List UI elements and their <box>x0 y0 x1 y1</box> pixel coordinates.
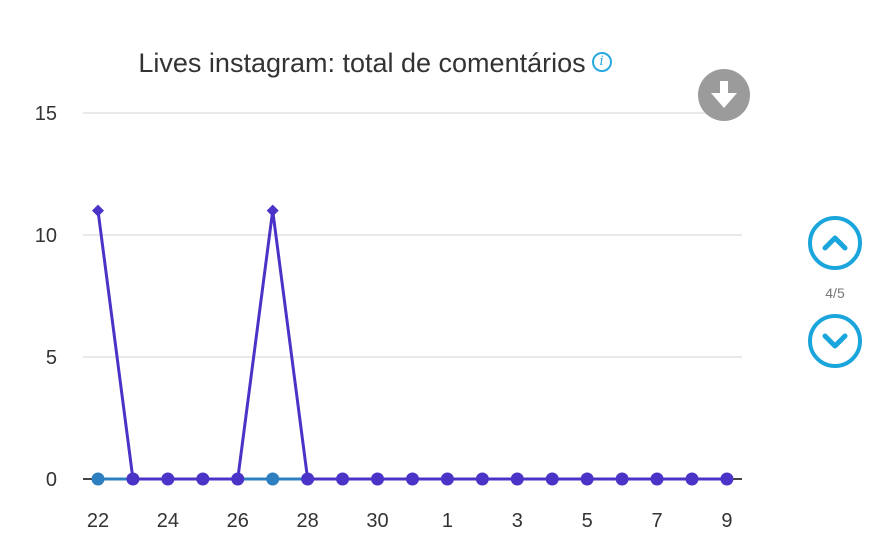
data-point-main <box>301 472 315 486</box>
y-tick-label: 15 <box>35 103 57 125</box>
data-point-main <box>161 472 175 486</box>
data-point-main <box>545 472 559 486</box>
data-point-main <box>371 472 385 486</box>
data-point-secondary <box>91 472 105 486</box>
y-tick-label: 10 <box>35 225 57 247</box>
info-icon[interactable]: i <box>591 52 612 72</box>
chart-title-container: Lives instagram: total de comentários i <box>0 48 750 79</box>
data-point-main <box>126 472 140 486</box>
data-point-main <box>580 472 594 486</box>
chart-title: Lives instagram: total de comentários <box>138 48 586 78</box>
series-line-main <box>96 209 727 481</box>
next-page-button[interactable] <box>807 313 863 369</box>
data-point-main <box>440 472 454 486</box>
data-point-main <box>336 472 350 486</box>
x-tick-label: 30 <box>366 510 388 532</box>
x-tick-label: 5 <box>582 510 593 532</box>
y-tick-label: 5 <box>46 347 57 369</box>
x-tick-label: 1 <box>442 510 453 532</box>
data-point-main <box>266 204 279 217</box>
previous-page-button[interactable] <box>807 215 863 271</box>
chevron-down-icon <box>808 314 862 368</box>
data-point-main <box>92 204 104 217</box>
x-tick-label: 22 <box>87 510 109 532</box>
x-tick-label: 7 <box>651 510 662 532</box>
data-point-main <box>720 472 734 486</box>
data-point-main <box>231 472 245 486</box>
data-point-secondary <box>266 472 280 486</box>
data-point-main <box>405 472 419 486</box>
page-indicator: 4/5 <box>825 285 845 301</box>
x-tick-label: 9 <box>721 510 732 532</box>
x-tick-label: 24 <box>157 510 179 532</box>
chevron-up-icon <box>808 216 862 270</box>
download-button[interactable] <box>698 69 750 121</box>
data-point-main <box>650 472 664 486</box>
data-point-main <box>510 472 524 486</box>
x-tick-label: 3 <box>512 510 523 532</box>
data-point-main <box>475 472 489 486</box>
data-point-main <box>196 472 210 486</box>
download-icon <box>711 81 737 108</box>
x-tick-label: 28 <box>297 510 319 532</box>
data-point-main <box>615 472 629 486</box>
y-tick-label: 0 <box>46 469 57 491</box>
x-tick-label: 26 <box>227 510 249 532</box>
data-point-main <box>685 472 699 486</box>
